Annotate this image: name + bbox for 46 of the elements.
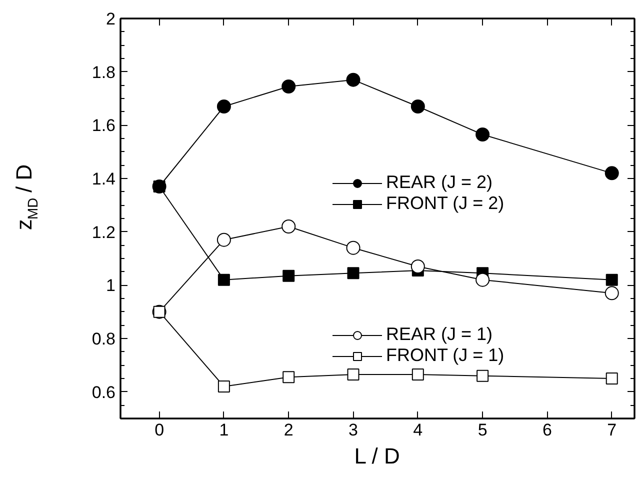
- point: [476, 370, 489, 382]
- y-tick-label: 1.2: [92, 222, 116, 242]
- x-tick-label: 5: [478, 420, 488, 440]
- x-tick-label: 6: [542, 420, 552, 440]
- y-tick-label: 0.6: [92, 382, 116, 402]
- point: [606, 274, 618, 286]
- point: [218, 274, 230, 286]
- x-tick-label: 1: [219, 420, 229, 440]
- point: [218, 380, 230, 392]
- y-tick-label: 1.6: [92, 116, 116, 136]
- legend-label: FRONT (J = 1): [386, 345, 504, 366]
- point: [476, 128, 490, 142]
- point: [216, 232, 231, 247]
- y-tick-label: 2: [106, 10, 116, 28]
- legend-label: REAR (J = 1): [386, 324, 493, 345]
- point: [606, 372, 618, 384]
- point: [282, 371, 295, 384]
- x-tick-label: 0: [154, 420, 164, 440]
- x-tick-label: 2: [284, 420, 294, 440]
- point: [410, 260, 425, 274]
- point: [282, 80, 296, 94]
- y-tick-label: 0.8: [92, 330, 116, 348]
- x-axis-title: L / D: [354, 444, 400, 468]
- y-axis-title: zMD / D: [12, 164, 40, 230]
- point: [282, 270, 295, 282]
- point: [346, 72, 360, 87]
- y-tick-label: 1.4: [92, 170, 116, 188]
- legend-label: REAR (J = 2): [386, 172, 493, 193]
- legend-label: FRONT (J = 2): [386, 193, 504, 214]
- point: [216, 100, 231, 114]
- x-tick-label: 4: [413, 420, 423, 440]
- point: [412, 368, 424, 380]
- y-tick-label: 1.8: [92, 62, 116, 82]
- x-tick-label: 3: [348, 420, 358, 440]
- point: [604, 166, 619, 180]
- point: [476, 272, 490, 287]
- y-tick-label: 1: [106, 276, 116, 296]
- point: [153, 180, 166, 192]
- point: [347, 368, 360, 380]
- x-tick-label: 7: [607, 420, 617, 440]
- point: [346, 240, 360, 255]
- point: [410, 100, 425, 114]
- point: [347, 267, 360, 280]
- point: [604, 286, 619, 300]
- point: [153, 306, 166, 318]
- point: [282, 220, 296, 234]
